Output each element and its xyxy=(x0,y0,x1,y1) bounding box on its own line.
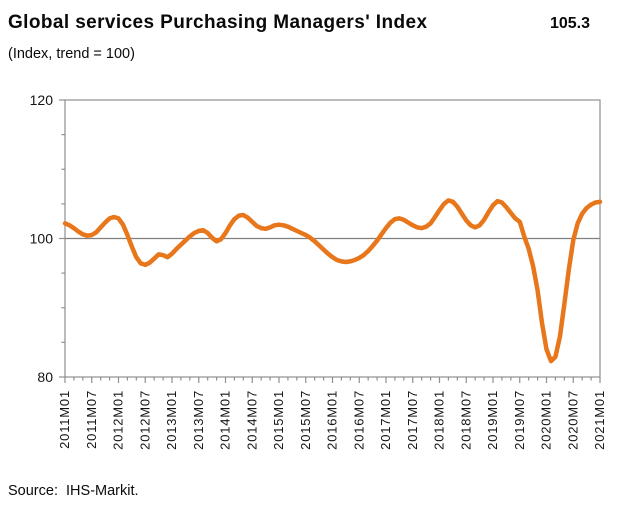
source-note: Source: IHS-Markit. xyxy=(8,483,139,499)
x-axis-tick-label: 2017M01 xyxy=(378,390,393,450)
x-axis-tick-label: 2019M07 xyxy=(512,390,527,450)
x-axis-tick-label: 2011M07 xyxy=(84,390,99,449)
latest-value: 105.3 xyxy=(549,15,590,32)
x-axis-tick-label: 2018M01 xyxy=(432,390,447,450)
x-axis-tick-label: 2016M07 xyxy=(351,390,366,450)
x-axis-tick-label: 2018M07 xyxy=(458,390,473,450)
x-axis-tick-label: 2017M07 xyxy=(405,390,420,450)
x-axis-tick-label: 2019M01 xyxy=(485,390,500,450)
x-axis-tick-label: 2021M01 xyxy=(592,390,607,450)
x-axis-tick-label: 2011M01 xyxy=(57,390,72,449)
x-axis-tick-label: 2020M07 xyxy=(565,390,580,450)
x-axis-tick-label: 2012M01 xyxy=(111,390,126,450)
x-axis-tick-label: 2012M07 xyxy=(137,390,152,450)
y-axis-tick-label: 80 xyxy=(37,369,53,385)
x-axis-tick-label: 2020M01 xyxy=(539,390,554,450)
x-axis-tick-label: 2013M07 xyxy=(191,390,206,450)
chart-title: Global services Purchasing Managers' Ind… xyxy=(8,12,428,33)
x-axis-tick-label: 2014M07 xyxy=(244,390,259,450)
y-axis-tick-label: 100 xyxy=(30,231,54,247)
y-axis-tick-label: 120 xyxy=(30,92,54,108)
x-axis-tick-label: 2015M07 xyxy=(298,390,313,450)
x-axis-tick-label: 2016M01 xyxy=(325,390,340,450)
x-axis-tick-label: 2013M01 xyxy=(164,390,179,450)
pmi-series-line xyxy=(62,198,603,364)
chart-subtitle: (Index, trend = 100) xyxy=(8,46,135,62)
x-axis-tick-label: 2014M01 xyxy=(218,390,233,450)
x-axis-tick-label: 2015M01 xyxy=(271,390,286,450)
